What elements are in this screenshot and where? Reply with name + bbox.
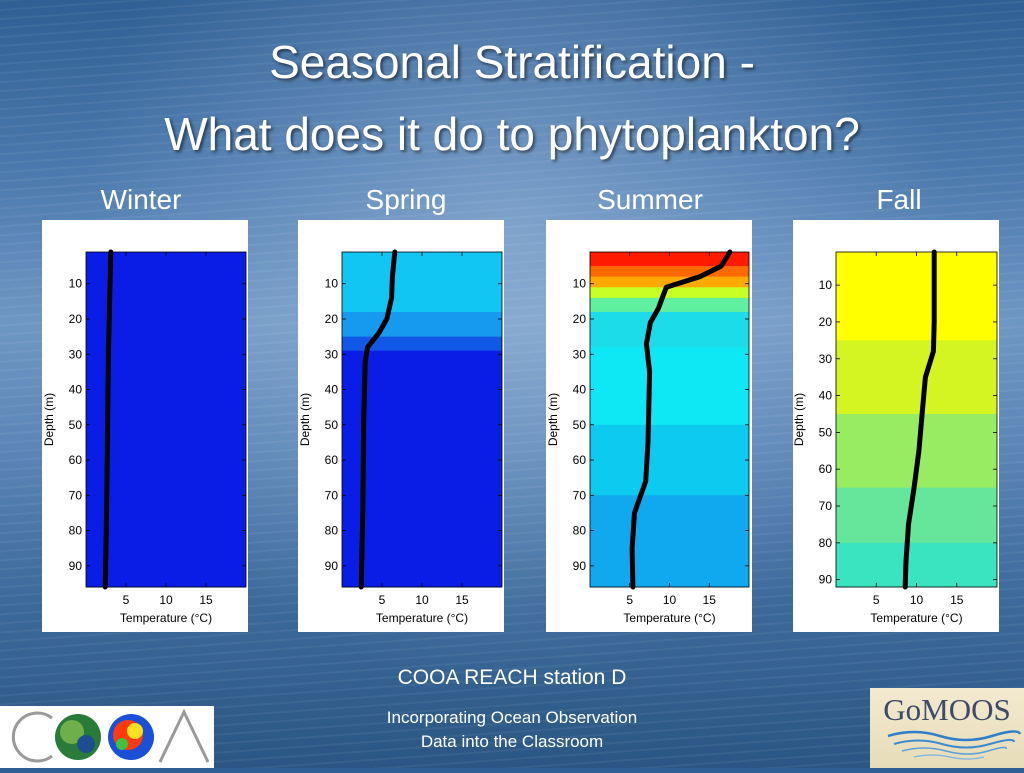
x-tick-label: 10 <box>159 593 173 607</box>
y-tick-label: 60 <box>573 453 587 467</box>
y-axis-label: Depth (m) <box>546 393 560 446</box>
y-tick-label: 50 <box>325 418 339 432</box>
x-axis-label: Temperature (°C) <box>376 611 468 625</box>
gomoos-logo-text: GoMOOS <box>883 692 1011 727</box>
y-tick-label: 60 <box>325 453 339 467</box>
temperature-band <box>836 487 997 544</box>
y-axis-label: Depth (m) <box>42 393 56 446</box>
x-tick-label: 10 <box>663 593 677 607</box>
chart-panel-winter: 10 20 30 40 50 60 70 80 90 5 10 15 Temperature (°C) D… <box>42 220 248 632</box>
y-tick-label: 40 <box>819 389 833 403</box>
y-tick-label: 50 <box>819 425 833 439</box>
chart-panel-fall: 10 20 30 40 50 60 70 80 90 5 10 15 Temperature (°C) D… <box>793 220 999 632</box>
chart-panel-summer: 10 20 30 40 50 60 70 80 90 5 10 15 Temperature (°C) D… <box>546 220 752 632</box>
x-axis-label: Temperature (°C) <box>120 611 212 625</box>
station-caption: COOA REACH station D <box>397 666 627 689</box>
chart-summer: 10 20 30 40 50 60 70 80 90 5 10 15 Temperature (°C) D… <box>546 249 750 625</box>
temperature-band <box>342 350 502 588</box>
temperature-band <box>342 311 502 338</box>
x-tick-label: 5 <box>123 593 130 607</box>
x-tick-label: 5 <box>626 593 633 607</box>
y-tick-label: 30 <box>819 352 833 366</box>
y-tick-label: 30 <box>69 347 83 361</box>
y-tick-label: 20 <box>69 312 83 326</box>
y-tick-label: 90 <box>69 559 83 573</box>
temperature-band <box>590 266 749 278</box>
y-tick-label: 10 <box>69 277 83 291</box>
x-tick-label: 15 <box>199 593 213 607</box>
temperature-band <box>836 340 997 415</box>
y-tick-label: 10 <box>573 277 587 291</box>
y-tick-label: 40 <box>69 383 83 397</box>
temperature-band <box>342 252 502 313</box>
season-label-fall: Fall <box>876 184 922 215</box>
temperature-band <box>836 252 997 341</box>
y-tick-label: 50 <box>573 418 587 432</box>
temperature-band <box>590 311 749 348</box>
chart-fall: 10 20 30 40 50 60 70 80 90 5 10 15 Temperature (°C) D… <box>793 249 998 625</box>
y-tick-label: 10 <box>819 278 833 292</box>
y-tick-label: 20 <box>819 315 833 329</box>
temperature-band <box>342 336 502 352</box>
y-tick-label: 10 <box>325 277 339 291</box>
temperature-profile-line <box>358 249 398 590</box>
season-label-spring: Spring <box>365 184 447 215</box>
y-axis-label: Depth (m) <box>793 393 806 446</box>
y-tick-label: 70 <box>325 488 339 502</box>
temperature-band <box>590 276 749 288</box>
cooa-logo <box>0 706 214 768</box>
x-tick-label: 15 <box>703 593 717 607</box>
temperature-band <box>590 347 749 426</box>
gomoos-logo: GoMOOS <box>870 688 1024 768</box>
y-tick-label: 40 <box>325 383 339 397</box>
y-tick-label: 30 <box>325 347 339 361</box>
x-axis-label: Temperature (°C) <box>623 611 715 625</box>
temperature-band <box>590 287 749 299</box>
y-tick-label: 80 <box>325 524 339 538</box>
y-tick-label: 30 <box>573 347 587 361</box>
temperature-band <box>836 542 997 588</box>
cooa-logo-mark <box>11 708 210 763</box>
temperature-band <box>590 495 749 588</box>
season-label-summer: Summer <box>597 184 703 215</box>
x-tick-label: 5 <box>379 593 386 607</box>
y-tick-label: 90 <box>573 559 587 573</box>
gomoos-waves-mark <box>887 730 1022 760</box>
y-tick-label: 80 <box>819 536 833 550</box>
chart-spring: 10 20 30 40 50 60 70 80 90 5 10 15 Temperature (°C) D… <box>298 249 503 625</box>
y-axis-label: Depth (m) <box>298 393 312 446</box>
y-tick-label: 70 <box>69 488 83 502</box>
temperature-profile-line <box>902 249 937 590</box>
y-tick-label: 80 <box>573 524 587 538</box>
chart-panel-spring: 10 20 30 40 50 60 70 80 90 5 10 15 Temperature (°C) D… <box>298 220 504 632</box>
y-tick-label: 60 <box>819 462 833 476</box>
y-tick-label: 80 <box>69 524 83 538</box>
x-tick-label: 15 <box>950 593 964 607</box>
y-tick-label: 60 <box>69 453 83 467</box>
y-tick-label: 90 <box>819 573 833 587</box>
temperature-band <box>86 252 246 588</box>
x-tick-label: 10 <box>910 593 924 607</box>
temperature-profile-line <box>102 249 114 590</box>
slide-title-line1: Seasonal Stratification - <box>269 36 755 88</box>
y-tick-label: 20 <box>573 312 587 326</box>
x-axis-label: Temperature (°C) <box>870 611 962 625</box>
footer-line1: Incorporating Ocean Observation <box>386 708 638 727</box>
slide-title-line2: What does it do to phytoplankton? <box>164 108 860 160</box>
chart-winter: 10 20 30 40 50 60 70 80 90 5 10 15 Temperature (°C) D… <box>42 249 247 625</box>
x-tick-label: 15 <box>455 593 469 607</box>
temperature-band <box>590 297 749 313</box>
season-label-winter: Winter <box>100 184 182 215</box>
y-tick-label: 70 <box>819 499 833 513</box>
y-tick-label: 40 <box>573 383 587 397</box>
y-tick-label: 20 <box>325 312 339 326</box>
temperature-profile-line <box>629 249 733 590</box>
y-tick-label: 50 <box>69 418 83 432</box>
x-tick-label: 5 <box>873 593 880 607</box>
y-tick-label: 70 <box>573 488 587 502</box>
y-tick-label: 90 <box>325 559 339 573</box>
footer-line2: Data into the Classroom <box>420 732 604 751</box>
x-tick-label: 10 <box>415 593 429 607</box>
temperature-band <box>590 424 749 496</box>
